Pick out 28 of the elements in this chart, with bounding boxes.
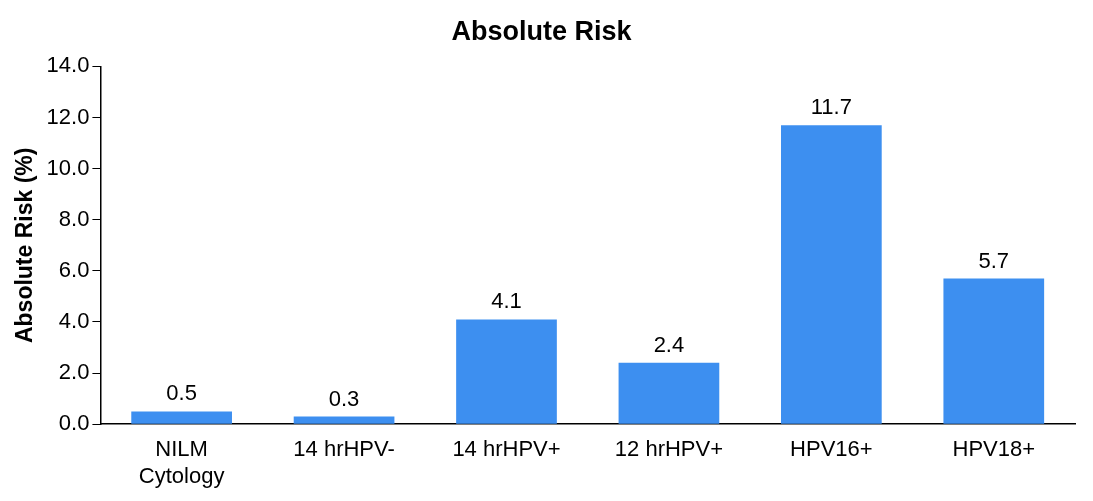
data-label: 0.3 [328,385,360,411]
data-label: 5.7 [978,247,1010,273]
x-tick-label: 14 hrHPV- [293,436,395,462]
data-label: 4.1 [491,288,522,314]
bar [943,278,1045,424]
y-axis-title: Absolute Risk (%) [11,147,38,344]
x-tick-label: HPV16+ [790,436,873,462]
y-tick-label: 4.0 [58,308,90,334]
y-tick-label: 8.0 [58,205,90,231]
y-tick-label: 6.0 [58,256,90,282]
bar [618,362,720,424]
data-label: 2.4 [653,331,685,357]
x-tick-label: 14 hrHPV+ [452,436,561,462]
y-tick-label: 10.0 [46,154,90,180]
y-tick-label: 0.0 [58,410,90,436]
bar [131,411,232,424]
bar [456,319,557,424]
x-tick-label: 12 hrHPV+ [614,436,724,462]
y-tick-label: 12.0 [46,103,90,129]
chart-title: Absolute Risk [451,15,633,46]
data-label: 11.7 [810,94,852,120]
y-tick-label: 2.0 [58,359,90,385]
x-tick-label: HPV18+ [952,436,1036,462]
x-tick-label: NILM Cytology [138,436,225,488]
bar [781,125,882,424]
data-label: 0.5 [166,380,197,406]
y-tick-label: 14.0 [46,52,90,78]
bar [293,416,395,424]
